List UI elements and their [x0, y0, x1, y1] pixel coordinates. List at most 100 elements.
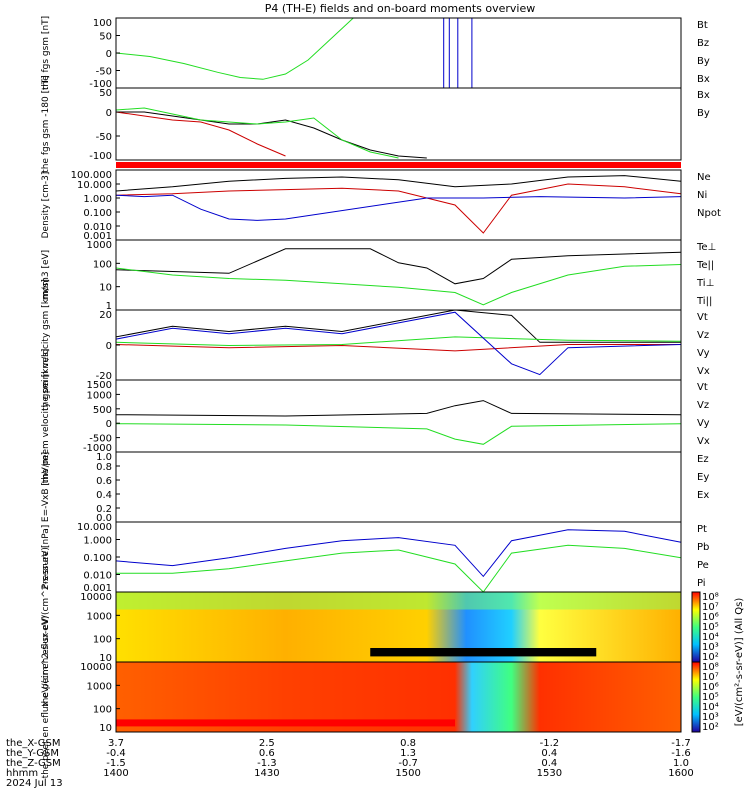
y-tick-label: 100	[93, 18, 112, 29]
y-tick-label: 1.000	[83, 536, 112, 547]
colorbar-tick: 10⁶	[702, 612, 719, 623]
plot-area	[116, 88, 681, 160]
y-tick-label: 0.2	[96, 504, 112, 515]
x-tick-value: -0.4	[106, 748, 126, 759]
y-axis-label: the peem velocity gsm [km/s]	[41, 349, 51, 484]
x-tick-value: -1.3	[257, 758, 277, 769]
legend-Pb: Pb	[697, 542, 709, 553]
plot-area	[116, 380, 681, 452]
y-tick-label: 10000	[80, 662, 112, 673]
colorbar-tick: 10⁵	[702, 692, 719, 703]
y-tick-label: 0.001	[83, 583, 112, 594]
y-tick-label: 0.100	[83, 553, 112, 564]
y-tick-label: 0.6	[96, 476, 112, 487]
series-vt-line	[115, 309, 681, 343]
series-vy-line	[115, 423, 682, 445]
y-axis-label: the fgs gsm [nT]	[41, 16, 51, 90]
x-tick-value: 1.3	[400, 748, 416, 759]
y-axis-label: the peim velocity gsm [km/s]	[41, 279, 51, 411]
y-tick-label: 1.000	[83, 194, 112, 205]
panel-frame	[115, 87, 682, 161]
series-bx-line	[116, 111, 427, 159]
y-tick-label: 1000	[87, 390, 112, 401]
colorbar-tick: 10⁸	[702, 592, 719, 603]
y-tick-label: 10	[99, 283, 112, 294]
colorbar-tick: 10⁷	[702, 672, 719, 683]
series-te-line	[115, 248, 682, 285]
plot-area	[116, 452, 681, 522]
plot-area	[116, 170, 681, 240]
panel-p7: 1.00.8 0.6 0.4 0.20.0 E=-VxB [mV/m] Ez Ey Ex	[41, 451, 709, 524]
series-vt-line	[115, 400, 682, 417]
colorbar-tick: 10²	[702, 722, 719, 733]
colorbar-tick: 10⁶	[702, 682, 719, 693]
legend-Ex: Ex	[697, 490, 709, 501]
legend-Pt: Pt	[697, 524, 707, 535]
y-tick-label: -50	[96, 132, 112, 143]
series-pe-line	[116, 544, 682, 593]
y-tick-label: 100	[93, 705, 112, 716]
x-row-label: hhmm	[6, 768, 38, 779]
legend-Pe: Pe	[697, 560, 709, 571]
y-tick-label: 100	[93, 259, 112, 270]
colorbar-tick: 10⁴	[702, 702, 719, 713]
series-pt-line	[115, 529, 682, 578]
x-row-label: the_Z-GSM	[6, 758, 61, 769]
y-axis-label: Density [cm-3]	[41, 172, 51, 239]
y-axis-label: the peer en eflux eV/(cm^2-s-sr-eV)	[41, 616, 51, 779]
x-row-label: the_Y-GSM	[6, 748, 59, 759]
plot-area	[116, 240, 681, 310]
y-tick-label: 10.000	[77, 522, 112, 533]
x-tick-value: 1430	[254, 768, 279, 779]
colorbar-label: [eV/(cm²-s-sr-eV)] (All Qs)	[734, 598, 745, 727]
series-bz-line	[115, 111, 286, 157]
x-tick-value: 0.8	[400, 738, 416, 749]
y-tick-label: 0	[106, 419, 112, 430]
y-tick-label: 0	[106, 108, 112, 119]
series-vx-line	[115, 311, 682, 376]
y-tick-label: 0.0	[96, 513, 112, 524]
x-row-label: the_X-GSM	[6, 738, 60, 749]
legend-Vx: Vx	[697, 366, 710, 377]
y-tick-label: 20	[99, 310, 112, 321]
y-tick-label: -20	[96, 371, 112, 382]
x-tick-value: 0.4	[541, 758, 557, 769]
legend-Bz: Bz	[697, 38, 709, 49]
y-tick-label: 100	[93, 635, 112, 646]
legend-By: By	[697, 108, 710, 119]
y-tick-label: 0	[106, 49, 112, 60]
legend-Vy: Vy	[697, 348, 710, 359]
legend-Ti⊥: Ti⊥	[696, 278, 714, 289]
colorbar-tick: 10²	[702, 652, 719, 663]
x-tick-value: 3.7	[108, 738, 124, 749]
y-tick-label: 0.001	[83, 231, 112, 242]
y-tick-label: 1	[106, 301, 112, 312]
series-by-line	[115, 107, 399, 159]
colorbars: 10⁸10⁷10⁶10⁵10⁴10³10²10⁸10⁷10⁶10⁵10⁴10³1…	[691, 591, 745, 733]
legend-Npot: Npot	[697, 208, 721, 219]
y-tick-label: 100.000	[71, 170, 112, 181]
colorbar-tick: 10⁵	[702, 622, 719, 633]
x-axis-labels: the_X-GSM 3.7 2.5 0.8 -1.2 -1.7 the_Y-GSM -0.4 0…	[6, 738, 694, 789]
y-tick-label: 1.0	[96, 452, 112, 463]
x-tick-value: 1530	[537, 768, 562, 779]
y-tick-label: 0.100	[83, 208, 112, 219]
x-tick-value: 2.5	[259, 738, 275, 749]
legend-Vt: Vt	[697, 382, 708, 393]
legend-Ti||: Ti||	[696, 296, 712, 307]
y-tick-label: 10000	[80, 592, 112, 603]
colorbar	[691, 591, 701, 663]
heatmap-dark-band	[370, 648, 597, 657]
x-tick-value: 0.6	[259, 748, 275, 759]
legend-Vx: Vx	[697, 436, 710, 447]
colorbar-tick: 10³	[702, 642, 719, 653]
y-tick-label: 1500	[87, 380, 112, 391]
y-tick-label: -100	[89, 79, 112, 90]
series-npot-line	[115, 194, 682, 221]
x-tick-value: 1400	[103, 768, 128, 779]
panel-p2: 50 0 -50 -100 the fgs gsm -180 [nT] Bx By	[41, 75, 710, 173]
